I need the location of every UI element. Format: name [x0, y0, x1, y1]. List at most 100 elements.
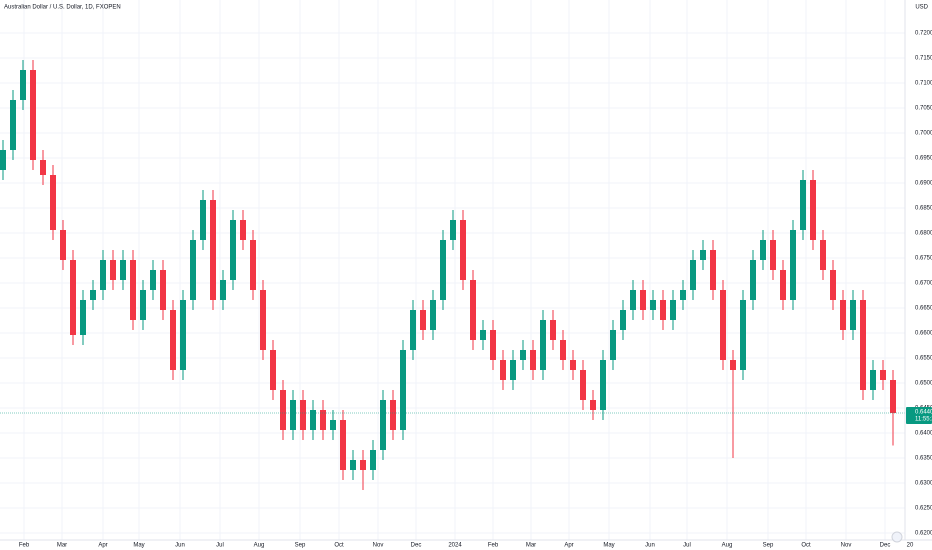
x-tick-label: Oct — [801, 543, 811, 549]
candle-body — [190, 240, 196, 300]
x-tick-label: Mar — [526, 543, 536, 549]
candle-body — [560, 340, 566, 360]
candle-body — [540, 320, 546, 370]
x-tick-label: Sep — [295, 543, 306, 549]
candle-body — [300, 400, 306, 430]
y-tick-label: 0.6700 — [915, 281, 932, 287]
candle-body — [160, 270, 166, 310]
x-tick-label: Dec — [880, 543, 891, 549]
candle-body — [410, 310, 416, 350]
x-tick-label: Oct — [334, 543, 344, 549]
candle-body — [130, 260, 136, 320]
candle-body — [820, 240, 826, 270]
candle-body — [550, 320, 556, 340]
candle-body — [280, 390, 286, 430]
x-tick-label: Jun — [645, 543, 655, 549]
candle-body — [30, 70, 36, 160]
y-tick-label: 0.6300 — [915, 481, 932, 487]
candle-body — [180, 300, 186, 370]
candle-body — [840, 300, 846, 330]
last-price-label: 0.6440 — [915, 410, 932, 416]
x-tick-label: Apr — [98, 543, 107, 549]
candle-body — [710, 250, 716, 290]
y-tick-label: 0.7000 — [915, 131, 932, 137]
x-tick-label: Aug — [254, 543, 265, 549]
candle-body — [170, 310, 176, 370]
candle-body — [600, 360, 606, 410]
candle-body — [810, 180, 816, 240]
y-tick-label: 0.6750 — [915, 256, 932, 262]
y-tick-label: 0.7100 — [915, 81, 932, 87]
x-tick-label: Dec — [411, 543, 422, 549]
y-tick-label: 0.6350 — [915, 456, 932, 462]
candle-body — [230, 220, 236, 280]
x-tick-label: 20 — [907, 543, 914, 549]
x-tick-label: Feb — [488, 543, 499, 549]
candle-body — [290, 400, 296, 430]
y-tick-label: 0.6500 — [915, 381, 932, 387]
y-tick-label: 0.6900 — [915, 181, 932, 187]
x-tick-label: Feb — [19, 543, 30, 549]
x-tick-label: May — [603, 543, 614, 549]
currency: USD — [915, 5, 928, 11]
candle-body — [630, 290, 636, 310]
candle-body — [270, 350, 276, 390]
candle-body — [70, 260, 76, 335]
candle-body — [640, 290, 646, 310]
candle-body — [530, 350, 536, 370]
x-tick-label: 2024 — [448, 543, 462, 549]
candle-body — [430, 300, 436, 330]
candle-body — [780, 270, 786, 300]
y-tick-label: 0.6200 — [915, 531, 932, 537]
candle-body — [610, 330, 616, 360]
candle-body — [740, 300, 746, 370]
y-tick-label: 0.7200 — [915, 31, 932, 37]
candle-body — [460, 220, 466, 280]
candle-body — [380, 400, 386, 450]
y-tick-label: 0.7050 — [915, 106, 932, 112]
x-tick-label: Mar — [57, 543, 67, 549]
x-tick-label: Sep — [763, 543, 774, 549]
y-tick-label: 0.6650 — [915, 306, 932, 312]
candle-body — [440, 240, 446, 300]
candle-body — [880, 370, 886, 380]
candle-body — [210, 200, 216, 300]
candle-body — [110, 260, 116, 280]
candle-body — [250, 240, 256, 290]
candle-body — [120, 260, 126, 280]
candle-body — [370, 450, 376, 470]
candle-body — [890, 380, 896, 413]
x-tick-label: Jun — [175, 543, 185, 549]
x-tick-label: Jul — [683, 543, 691, 549]
candle-body — [200, 200, 206, 240]
candle-body — [400, 350, 406, 430]
x-tick-label: Apr — [564, 543, 573, 549]
countdown: 11:55:25 — [915, 417, 932, 423]
y-tick-label: 0.6600 — [915, 331, 932, 337]
candle-body — [580, 370, 586, 400]
candle-body — [50, 175, 56, 230]
candle-body — [650, 300, 656, 310]
candle-body — [850, 300, 856, 330]
candle-body — [240, 220, 246, 240]
candle-body — [680, 290, 686, 300]
candle-body — [760, 240, 766, 260]
candle-body — [620, 310, 626, 330]
candle-body — [100, 260, 106, 290]
candle-body — [150, 270, 156, 290]
candle-body — [20, 70, 26, 100]
y-tick-label: 0.6850 — [915, 206, 932, 212]
candle-body — [690, 260, 696, 290]
y-tick-label: 0.6250 — [915, 506, 932, 512]
y-tick-label: 0.7150 — [915, 56, 932, 62]
candle-body — [60, 230, 66, 260]
candle-body — [260, 290, 266, 350]
chart-title: Australian Dollar / U.S. Dollar, 1D, FXO… — [4, 5, 121, 11]
candle-body — [500, 360, 506, 380]
x-tick-label: Jul — [216, 543, 224, 549]
candle-body — [570, 360, 576, 370]
logo — [891, 531, 903, 543]
candle-body — [870, 370, 876, 390]
candle-body — [660, 300, 666, 320]
